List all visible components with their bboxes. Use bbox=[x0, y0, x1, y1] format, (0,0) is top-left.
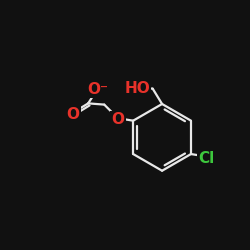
Text: Cl: Cl bbox=[198, 150, 214, 166]
Text: O: O bbox=[111, 112, 124, 127]
Text: O: O bbox=[66, 107, 79, 122]
Text: HO: HO bbox=[124, 82, 150, 96]
Text: O⁻: O⁻ bbox=[88, 82, 108, 97]
